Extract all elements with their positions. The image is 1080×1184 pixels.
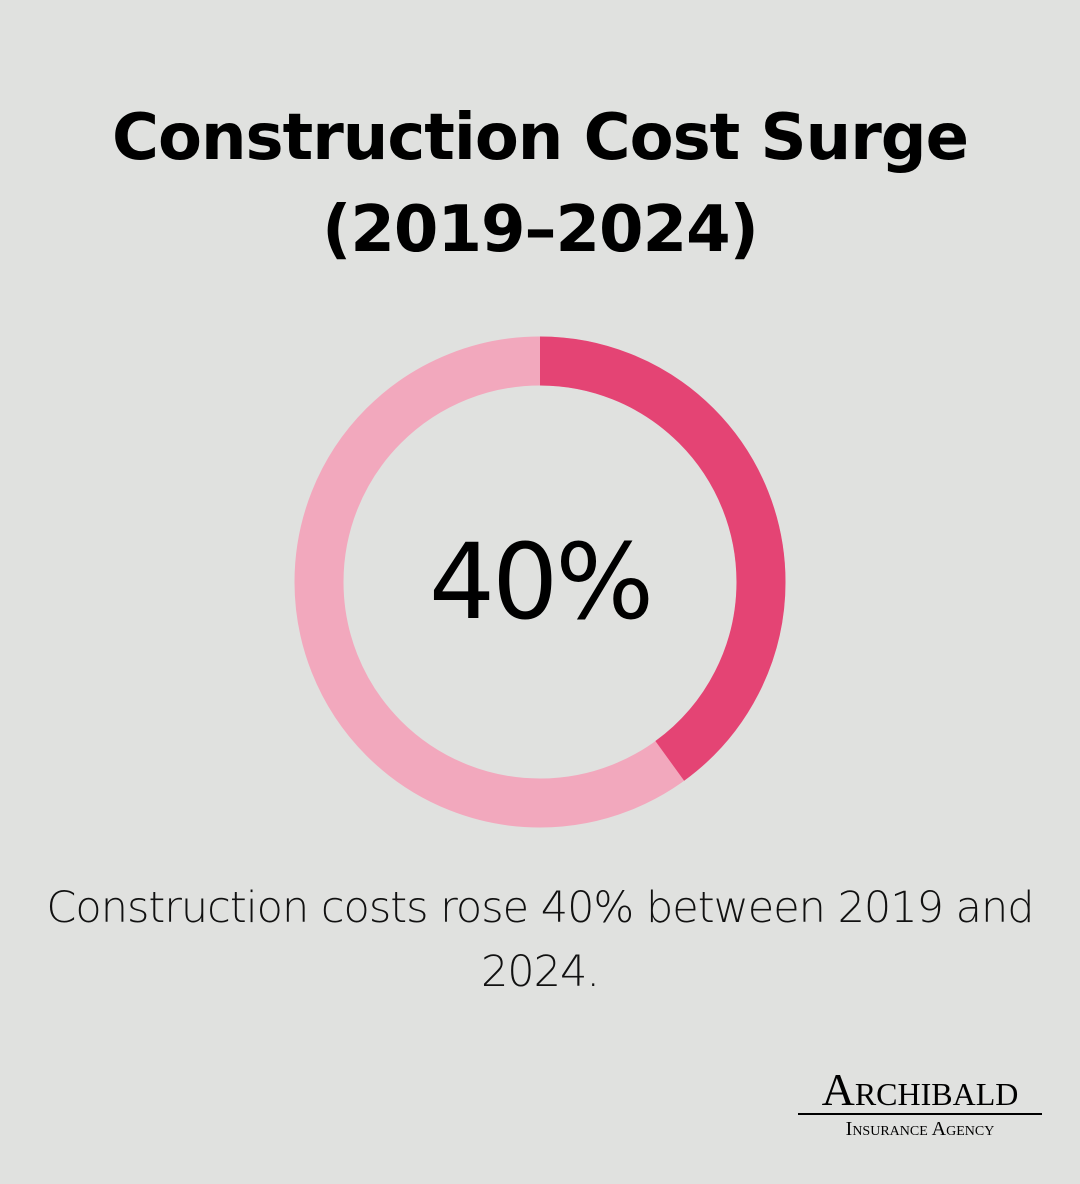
archibald-logo: Archibald Insurance Agency (798, 1067, 1042, 1140)
logo-name: Archibald (798, 1067, 1042, 1115)
chart-title: Construction Cost Surge (2019–2024) (0, 92, 1080, 276)
chart-caption: Construction costs rose 40% between 2019… (46, 883, 1034, 997)
donut-center-label: 40% (428, 521, 654, 643)
chart-title-line1: Construction Cost Surge (112, 101, 969, 175)
logo-subtitle: Insurance Agency (845, 1118, 995, 1140)
donut-highlight-segment (294, 336, 786, 828)
donut-chart (294, 336, 786, 828)
chart-title-line2: (2019–2024) (322, 193, 759, 267)
